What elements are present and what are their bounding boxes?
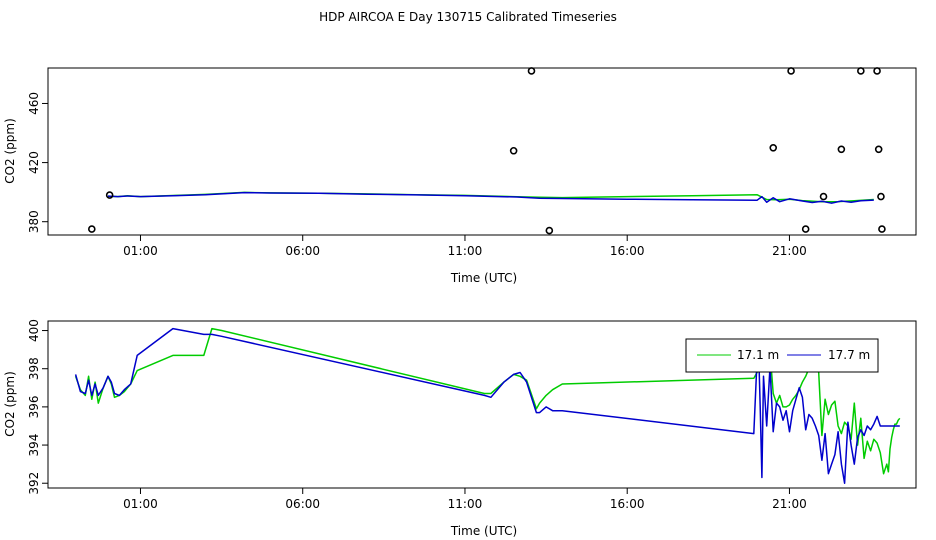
top-data-point — [769, 144, 778, 152]
bottom-x-tick-label: 16:00 — [610, 497, 645, 511]
bottom-y-tick-label: 400 — [27, 319, 41, 342]
top-data-point — [878, 225, 886, 233]
top-series-line-blue — [107, 191, 874, 204]
bottom-y-tick-label: 394 — [27, 434, 41, 457]
top-x-tick-label: 06:00 — [285, 244, 320, 258]
legend-label-17-1m: 17.1 m — [737, 348, 779, 362]
top-y-tick-label: 380 — [27, 210, 41, 233]
legend: 17.1 m 17.7 m — [685, 338, 879, 373]
top-y-tick-label: 460 — [27, 92, 41, 115]
bottom-x-axis-label: Time (UTC) — [450, 524, 517, 538]
top-data-point — [873, 67, 881, 75]
top-y-axis-label: CO2 (ppm) — [3, 118, 17, 184]
bottom-series-line-blue — [74, 327, 900, 484]
top-x-tick-label: 21:00 — [772, 244, 807, 258]
bottom-x-axis: 01:00 06:00 11:00 16:00 21:00 — [123, 488, 807, 511]
bottom-x-tick-label: 06:00 — [285, 497, 320, 511]
bottom-y-axis: 392 394 396 398 400 — [27, 319, 48, 495]
bottom-x-tick-label: 11:00 — [448, 497, 483, 511]
top-data-point — [877, 192, 885, 201]
bottom-plot-frame — [47, 320, 917, 489]
top-x-tick-label: 11:00 — [448, 244, 483, 258]
top-data-point — [787, 67, 795, 75]
bottom-x-tick-label: 01:00 — [123, 497, 158, 511]
top-x-axis: 01:00 06:00 11:00 16:00 21:00 — [123, 235, 807, 258]
top-y-tick-label: 420 — [27, 151, 41, 174]
top-x-axis-label: Time (UTC) — [450, 271, 517, 285]
bottom-series — [74, 327, 901, 484]
top-data-point — [874, 145, 883, 154]
bottom-y-tick-label: 392 — [27, 472, 41, 495]
top-data-point — [88, 225, 96, 233]
top-data-point — [819, 192, 828, 201]
chart-title: HDP AIRCOA E Day 130715 Calibrated Times… — [319, 10, 617, 24]
top-x-tick-label: 16:00 — [610, 244, 645, 258]
bottom-y-axis-label: CO2 (ppm) — [3, 371, 17, 437]
top-data-point — [509, 146, 518, 155]
bottom-panel: 01:00 06:00 11:00 16:00 21:00 392 394 396 398 40… — [3, 319, 917, 538]
top-data-point — [105, 191, 114, 199]
top-panel: 01:00 06:00 11:00 16:00 21:00 380 420 460 Time… — [3, 67, 917, 285]
bottom-x-tick-label: 21:00 — [772, 497, 807, 511]
legend-label-17-7m: 17.7 m — [828, 348, 870, 362]
top-x-tick-label: 01:00 — [123, 244, 158, 258]
bottom-y-tick-label: 398 — [27, 357, 41, 380]
top-y-axis: 380 420 460 — [27, 92, 48, 233]
top-data-point — [857, 67, 865, 75]
top-data-point — [527, 67, 536, 75]
top-plot-frame — [47, 67, 917, 236]
top-data-point — [801, 225, 810, 233]
top-data-point — [837, 145, 846, 154]
top-data-point — [545, 226, 554, 235]
bottom-y-tick-label: 396 — [27, 395, 41, 418]
top-series — [88, 67, 886, 235]
